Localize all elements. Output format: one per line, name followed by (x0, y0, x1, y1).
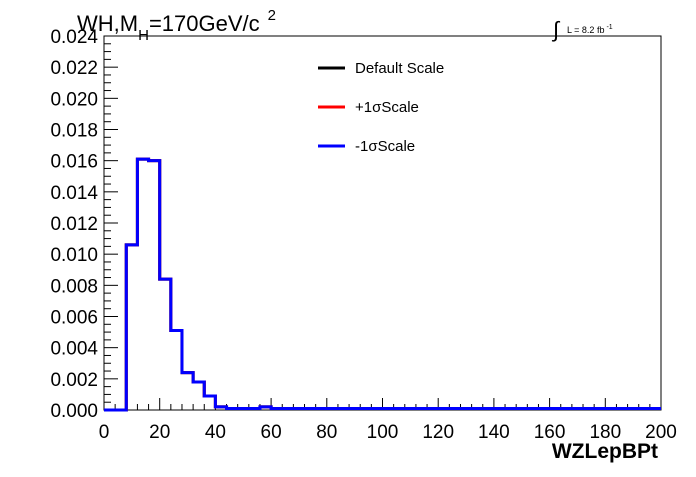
y-tick-label: 0.020 (50, 89, 98, 110)
x-tick-label: 80 (316, 422, 337, 443)
y-tick-label: 0.018 (50, 121, 98, 142)
x-tick-label: 180 (589, 422, 621, 443)
x-tick-label: 0 (99, 422, 110, 443)
x-tick-label: 160 (534, 422, 566, 443)
legend-label: -1σScale (355, 138, 415, 155)
y-tick-label: 0.000 (50, 401, 98, 422)
y-tick-label: 0.010 (50, 245, 98, 266)
y-tick-label: 0.024 (50, 27, 98, 48)
x-axis-label: WZLepBPt (552, 440, 658, 463)
y-tick-label: 0.008 (50, 276, 98, 297)
series-line (104, 157, 661, 412)
y-tick-label: 0.004 (50, 339, 98, 360)
y-tick-label: 0.022 (50, 58, 98, 79)
x-tick-label: 200 (645, 422, 677, 443)
x-tick-label: 20 (149, 422, 170, 443)
x-axis: 0 20 40 60 80 100 120 140 160 180 200 (99, 398, 677, 443)
x-tick-label: 120 (422, 422, 454, 443)
x-tick-label: 140 (478, 422, 510, 443)
legend-label: Default Scale (355, 60, 444, 77)
legend: Default Scale +1σScale -1σScale (318, 60, 444, 155)
x-tick-label: 60 (261, 422, 282, 443)
luminosity-text: L = 8.2 fb (567, 25, 604, 35)
integral-icon: ∫ (551, 17, 561, 42)
y-tick-label: 0.016 (50, 152, 98, 173)
title-value: =170GeV/c (149, 11, 260, 36)
x-tick-label: 100 (367, 422, 399, 443)
x-tick-label: 40 (205, 422, 226, 443)
plot-frame (103, 35, 662, 411)
y-tick-label: 0.014 (50, 183, 98, 204)
y-tick-label: 0.006 (50, 308, 98, 329)
title-superscript: 2 (268, 7, 276, 24)
y-tick-label: 0.012 (50, 214, 98, 235)
luminosity-superscript: -1 (606, 24, 612, 31)
luminosity-label: L = 8.2 fb -1 (567, 24, 613, 35)
legend-label: +1σScale (355, 99, 419, 116)
series-layer (104, 157, 661, 412)
chart-title: WH,MH=170GeV/c 2 (77, 7, 276, 44)
title-prefix: WH,M (77, 11, 138, 36)
y-axis: 0.000 0.002 0.004 0.006 0.008 0.010 0.012 0.014… (50, 27, 118, 422)
y-tick-label: 0.002 (50, 370, 98, 391)
